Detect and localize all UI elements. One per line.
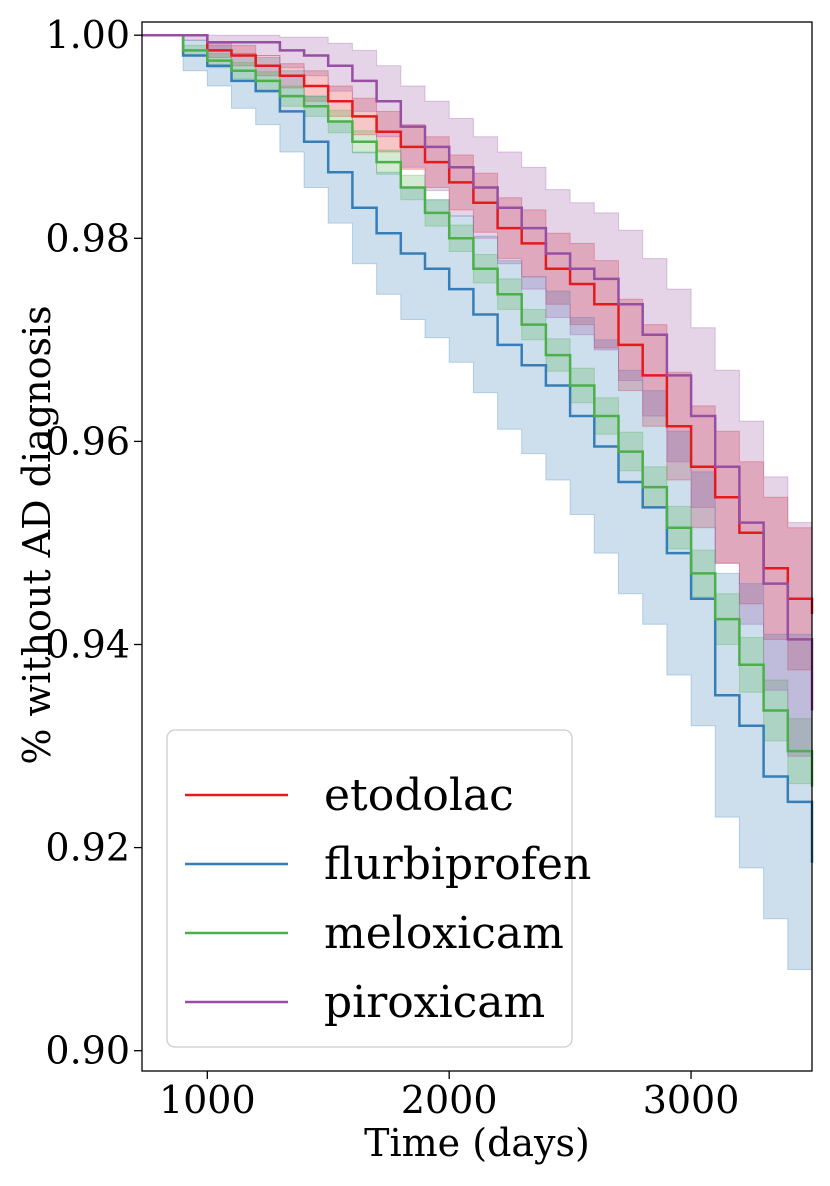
legend-label-etodolac: etodolac: [324, 770, 514, 821]
legend-box: [166, 729, 573, 1048]
y-tick-label: 0.94: [45, 622, 130, 666]
ci-band-flurbiprofen: [142, 34, 813, 1046]
series-line-meloxicam: [142, 33, 814, 787]
x-axis: 1000 2000 3000: [159, 1071, 739, 1122]
survival-curves: [142, 33, 814, 863]
plot-frame: [141, 21, 813, 1072]
legend: etodolac flurbiprofen meloxicam piroxicam: [166, 729, 591, 1048]
x-tick-label: 2000: [401, 1078, 498, 1122]
confidence-bands: [142, 34, 813, 1046]
series-line-piroxicam: [142, 33, 814, 711]
legend-label-flurbiprofen: flurbiprofen: [324, 839, 591, 890]
x-axis-label: Time (days): [364, 1121, 590, 1165]
y-tick-label: 0.90: [45, 1029, 130, 1073]
legend-label-piroxicam: piroxicam: [324, 977, 545, 1028]
x-tick-label: 1000: [159, 1078, 256, 1122]
y-tick-label: 0.98: [45, 216, 130, 260]
y-axis: 0.90 0.92 0.94 0.96 0.98 1.00: [45, 13, 142, 1073]
x-tick-label: 3000: [643, 1078, 740, 1122]
y-tick-label: 0.92: [45, 826, 130, 870]
legend-label-meloxicam: meloxicam: [324, 908, 564, 959]
y-tick-label: 0.96: [45, 419, 130, 463]
y-axis-label: % without AD diagnosis: [15, 305, 59, 764]
y-tick-label: 1.00: [45, 13, 130, 57]
series-line-etodolac: [142, 33, 814, 614]
